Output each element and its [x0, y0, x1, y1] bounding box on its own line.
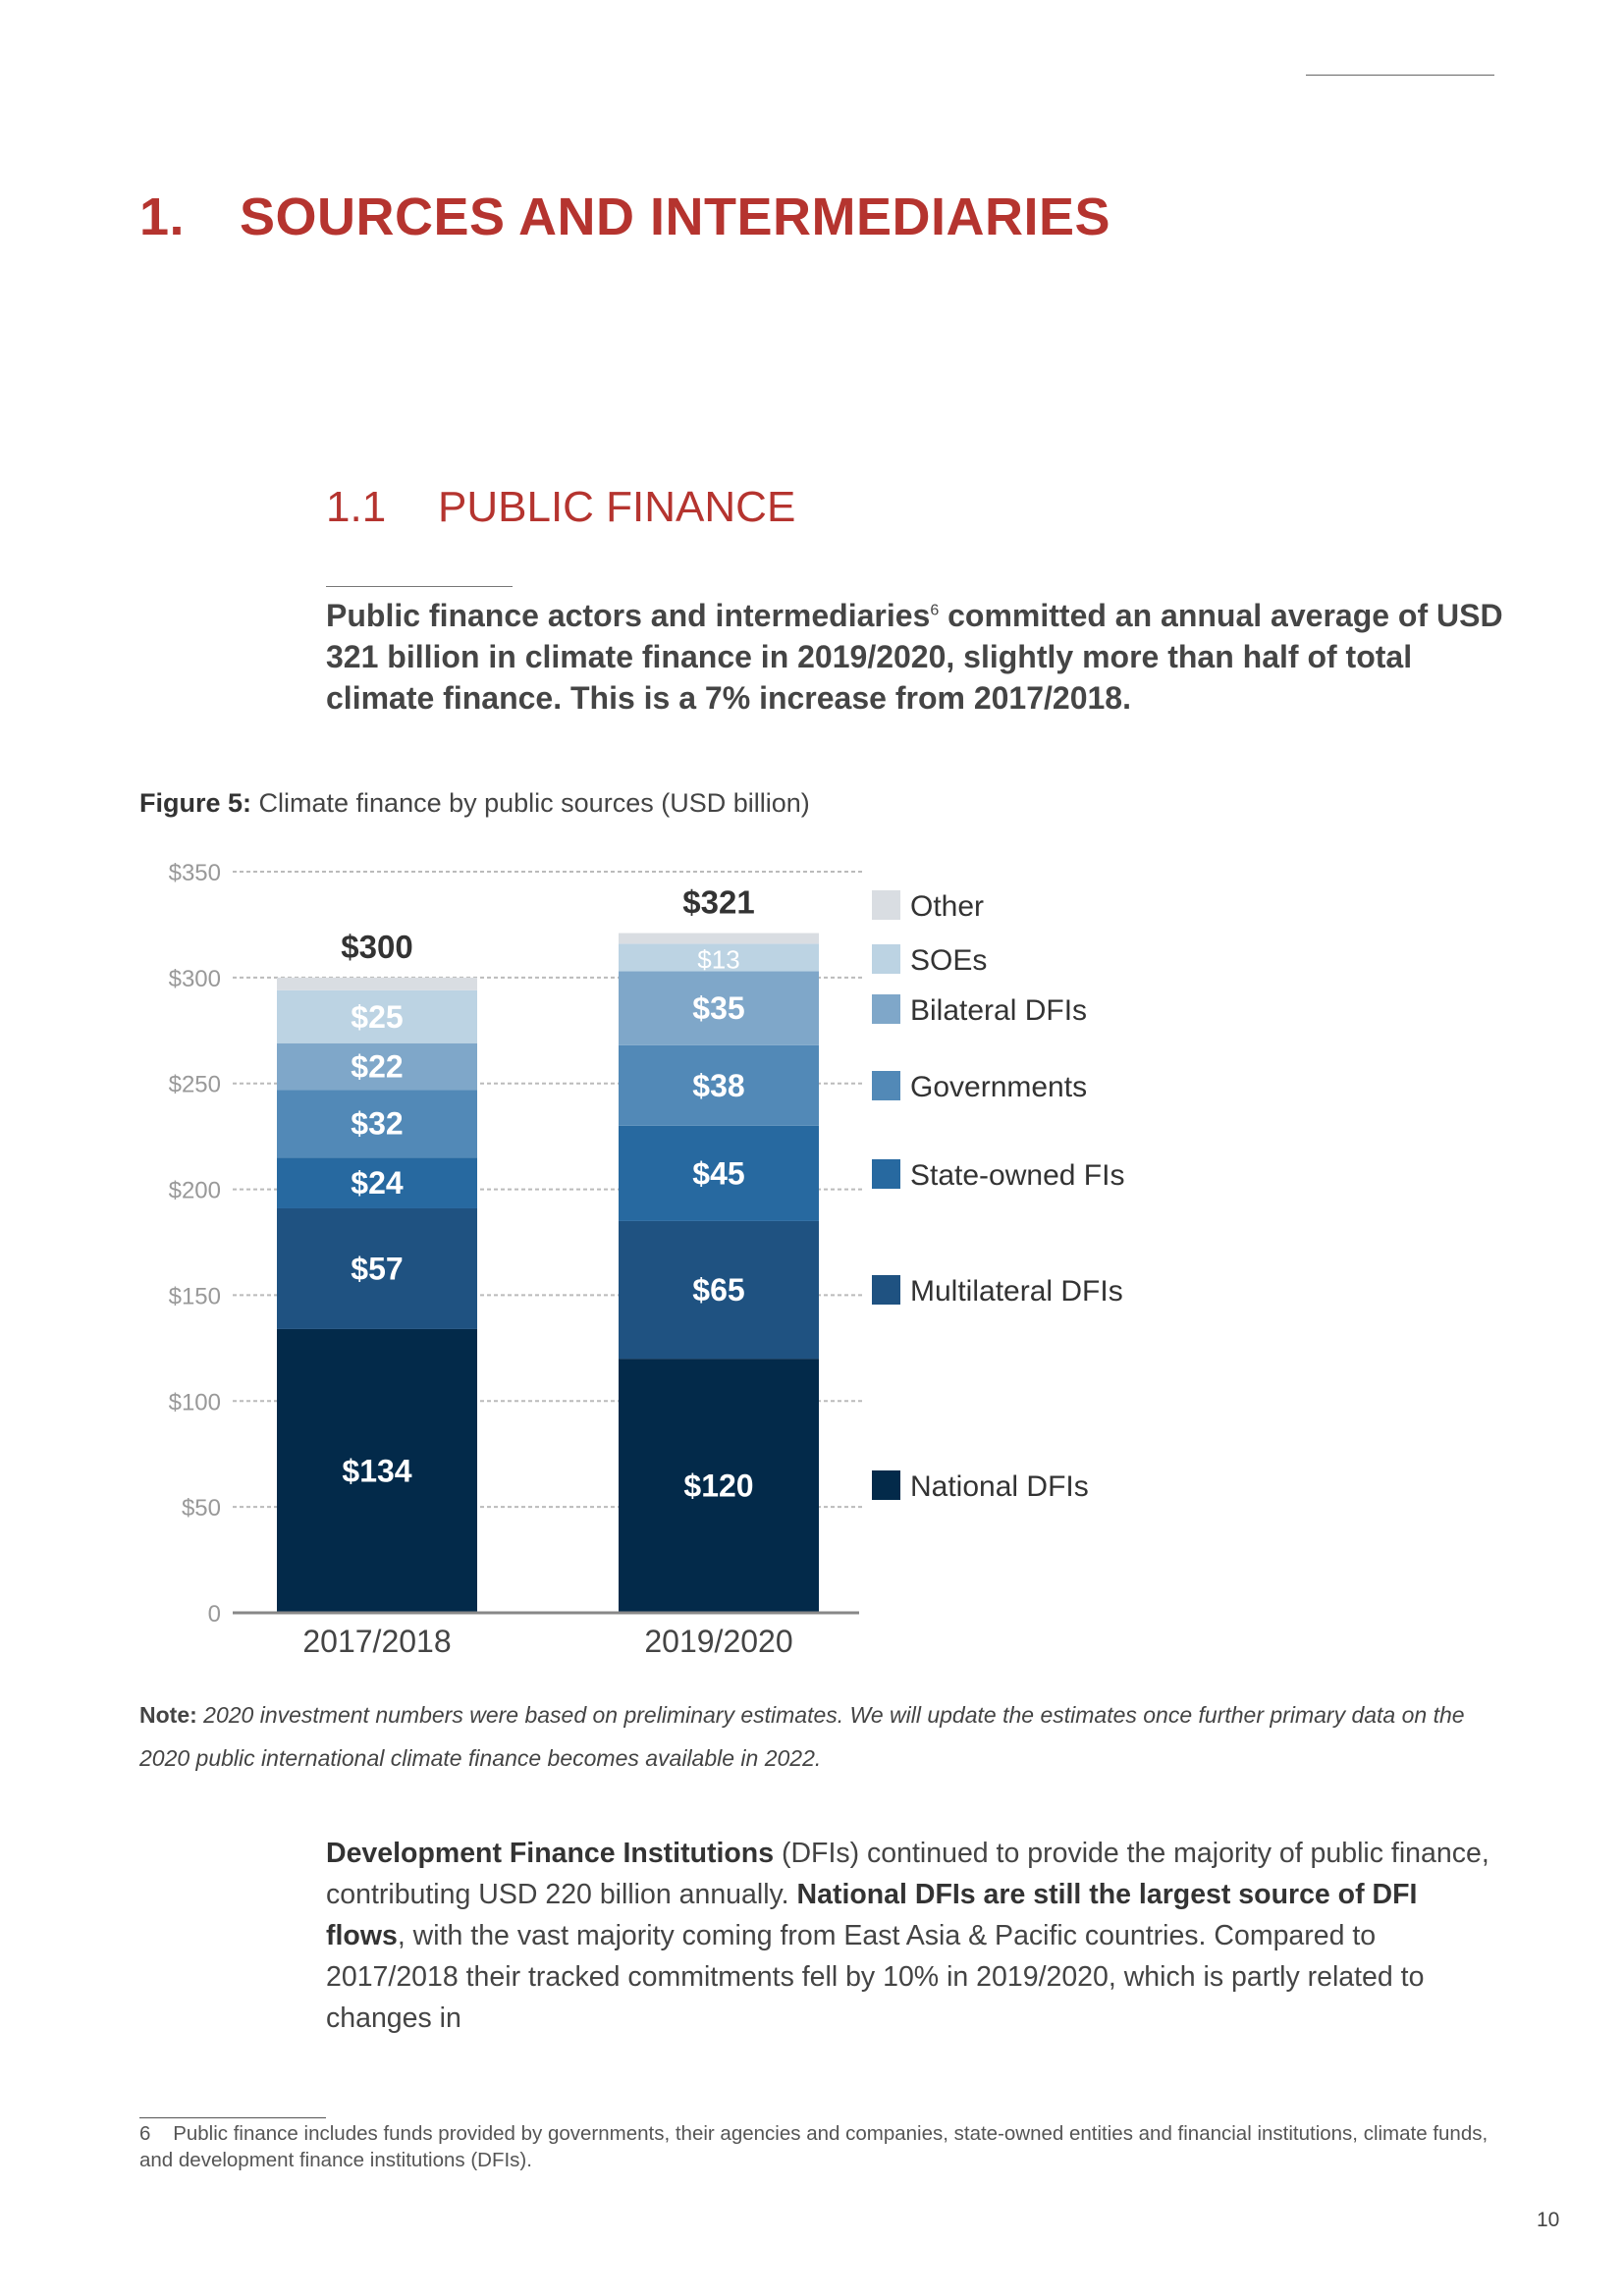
bar-segment-multilateral-dfis — [277, 1207, 477, 1329]
data-label: $38 — [692, 1068, 744, 1103]
bar-segment-state-owned-fis — [277, 1157, 477, 1208]
page-number: 10 — [1537, 2209, 1560, 2231]
figure-caption-text: Climate finance by public sources (USD b… — [251, 788, 810, 818]
data-label: $25 — [351, 999, 403, 1035]
data-label: $57 — [351, 1251, 403, 1286]
note-text: 2020 investment numbers were based on pr… — [139, 1702, 1465, 1771]
legend-label: Multilateral DFIs — [910, 1275, 1123, 1308]
body-text-1: (DFIs) continued to provide the majority… — [326, 1838, 1489, 1910]
bar-segment-other — [277, 977, 477, 990]
footnote-rule — [139, 2117, 326, 2118]
legend-label: National DFIs — [910, 1470, 1089, 1503]
section-title-text: SOURCES AND INTERMEDIARIES — [240, 187, 1111, 246]
y-tick-label: 0 — [208, 1601, 221, 1628]
legend-swatch — [872, 994, 900, 1024]
bar-segment-national-dfis — [277, 1328, 477, 1613]
legend-swatch — [872, 1470, 900, 1500]
legend-swatch — [872, 1275, 900, 1305]
figure-caption: Figure 5: Climate finance by public sour… — [139, 788, 810, 819]
legend-label: Bilateral DFIs — [910, 994, 1087, 1027]
body-paragraph: Development Finance Institutions (DFIs) … — [326, 1833, 1504, 2039]
legend-swatch — [872, 1159, 900, 1189]
header-rule — [1306, 75, 1494, 76]
legend-label: Other — [910, 890, 984, 923]
legend-swatch — [872, 1071, 900, 1100]
subsection-rule — [326, 586, 513, 587]
legend-label: Governments — [910, 1071, 1087, 1103]
footnote: 6 Public finance includes funds provided… — [139, 2120, 1494, 2173]
body-bold-2: National DFIs are still the largest sour… — [326, 1879, 1418, 1951]
legend-label: State-owned FIs — [910, 1159, 1124, 1192]
bar-segment-bilateral-dfis — [277, 1042, 477, 1091]
footnote-text: Public finance includes funds provided b… — [139, 2122, 1489, 2171]
bar-segment-soes — [619, 943, 819, 972]
y-tick-label: $300 — [169, 966, 221, 992]
total-label: $321 — [682, 884, 754, 921]
section-title: 1. SOURCES AND INTERMEDIARIES — [139, 187, 1110, 247]
data-label: $120 — [683, 1468, 753, 1504]
section-number: 1. — [139, 187, 186, 246]
lead-text: Public finance actors and intermediaries — [326, 598, 931, 633]
total-label: $300 — [341, 929, 412, 965]
data-label: $24 — [351, 1165, 404, 1201]
lead-text-continued: committed an annual average of USD 321 b… — [326, 598, 1503, 716]
subsection-title-text: PUBLIC FINANCE — [438, 483, 796, 531]
note-label: Note: — [139, 1702, 197, 1728]
figure-label: Figure 5: — [139, 788, 252, 818]
y-tick-label: $50 — [182, 1495, 221, 1522]
bar-segment-governments — [277, 1090, 477, 1158]
y-tick-label: $150 — [169, 1283, 221, 1309]
data-label: $32 — [351, 1106, 403, 1142]
bar-segment-soes — [277, 989, 477, 1043]
bar-segment-state-owned-fis — [619, 1125, 819, 1221]
data-label: $134 — [342, 1453, 411, 1488]
lead-paragraph: Public finance actors and intermediaries… — [326, 595, 1504, 719]
body-text-2: , with the vast majority coming from Eas… — [326, 1920, 1425, 2034]
body-bold-1: Development Finance Institutions — [326, 1838, 775, 1869]
bar-segment-bilateral-dfis — [619, 971, 819, 1045]
data-label: $13 — [697, 944, 739, 974]
x-tick-label: 2017/2018 — [302, 1624, 451, 1659]
subsection-title: 1.1 PUBLIC FINANCE — [326, 483, 795, 532]
data-label: $35 — [692, 990, 744, 1026]
y-tick-label: $250 — [169, 1072, 221, 1098]
bar-segment-other — [619, 933, 819, 944]
legend-swatch — [872, 890, 900, 920]
legend-swatch — [872, 944, 900, 974]
data-label: $45 — [692, 1155, 744, 1191]
footnote-number: 6 — [139, 2122, 151, 2145]
bar-segment-multilateral-dfis — [619, 1220, 819, 1360]
data-label: $22 — [351, 1048, 403, 1084]
y-tick-label: $350 — [169, 860, 221, 886]
subsection-number: 1.1 — [326, 483, 387, 531]
y-tick-label: $200 — [169, 1178, 221, 1204]
figure-note: Note: 2020 investment numbers were based… — [139, 1693, 1514, 1780]
footnote-reference[interactable]: 6 — [930, 602, 940, 619]
bar-segment-national-dfis — [619, 1359, 819, 1613]
data-label: $65 — [692, 1272, 744, 1308]
legend-label: SOEs — [910, 944, 987, 977]
stacked-bar-chart: 0 $50 $100 $150 $200 $250 $300 $350 $134 $57 $24 $3… — [169, 860, 1125, 1659]
y-tick-label: $100 — [169, 1389, 221, 1415]
bar-segment-governments — [619, 1044, 819, 1126]
x-tick-label: 2019/2020 — [644, 1624, 792, 1659]
